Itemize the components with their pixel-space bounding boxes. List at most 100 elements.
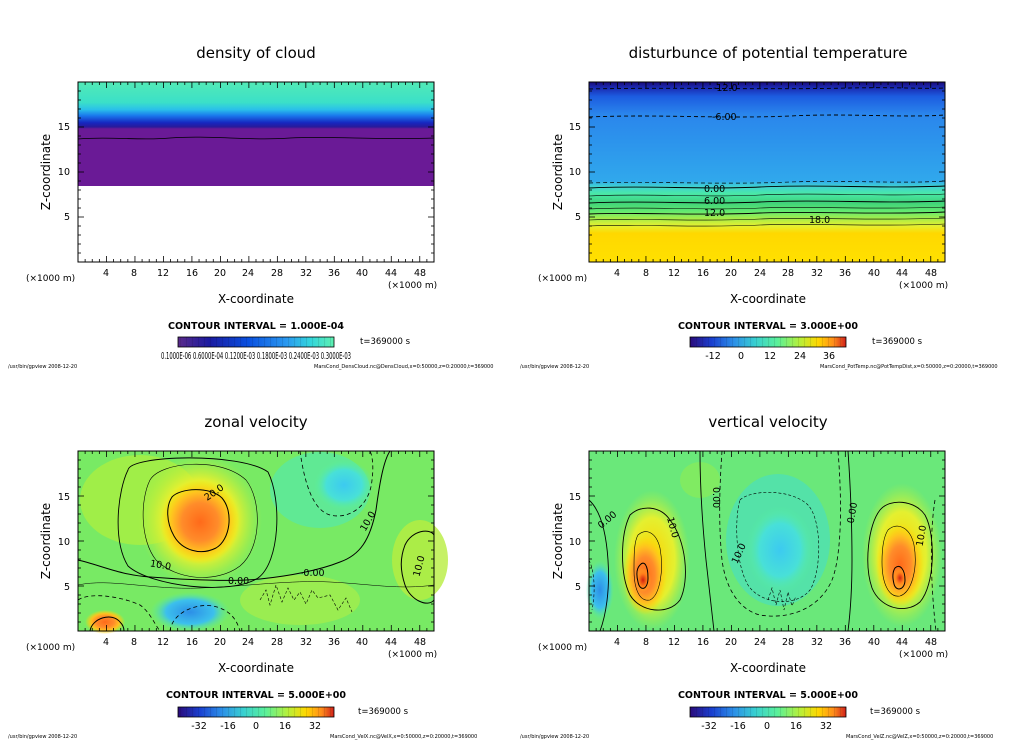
panel-vertical-velocity: vertical velocity bbox=[520, 413, 993, 740]
x-tick-label: 32 bbox=[300, 637, 312, 648]
contour-label: 10.0 bbox=[664, 516, 680, 539]
colorbar: -32 -16 0 16 32 bbox=[689, 706, 847, 732]
panel-potential-temperature: disturbunce of potential temperature -12… bbox=[520, 44, 998, 370]
x-tick-label: 4 bbox=[103, 637, 109, 648]
x-axis: 4 8 12 16 20 24 28 32 36 40 44 48 (×1000… bbox=[103, 268, 437, 306]
colorbar-label: -12 bbox=[705, 351, 721, 362]
contour-interval: CONTOUR INTERVAL = 3.000E+00 bbox=[678, 321, 858, 332]
y-tick-label: 10 bbox=[58, 537, 70, 548]
y-tick-label: 10 bbox=[569, 167, 581, 178]
contour-label: 0.00 bbox=[228, 576, 249, 587]
colorbar-label: 36 bbox=[823, 351, 835, 362]
plot-area bbox=[588, 82, 946, 262]
colorbar-label: -16 bbox=[730, 721, 746, 732]
x-tick-label: 28 bbox=[782, 637, 794, 648]
x-tick-label: 12 bbox=[157, 268, 169, 279]
y-axis: 5 10 15 (×1000 m) Z-coordinate bbox=[538, 492, 587, 653]
x-tick-label: 20 bbox=[214, 268, 226, 279]
y-unit: (×1000 m) bbox=[26, 643, 75, 653]
x-axis: 4 8 12 16 20 24 28 32 36 40 44 48 (×1000… bbox=[614, 637, 948, 675]
x-tick-label: 4 bbox=[614, 268, 620, 279]
colorbar-label: 16 bbox=[790, 721, 802, 732]
y-tick-label: 10 bbox=[569, 537, 581, 548]
x-tick-label: 24 bbox=[242, 268, 254, 279]
x-tick-label: 8 bbox=[131, 637, 137, 648]
chart-title: zonal velocity bbox=[204, 413, 307, 431]
plot-area bbox=[77, 82, 435, 262]
x-axis: 4 8 12 16 20 24 28 32 36 40 44 48 (×1000… bbox=[103, 637, 437, 675]
time-label: t=369000 s bbox=[358, 707, 409, 717]
contour-label: 6.00 bbox=[704, 196, 725, 207]
plot-area bbox=[77, 450, 448, 634]
x-tick-label: 20 bbox=[725, 268, 737, 279]
contour-label: 18.0 bbox=[809, 215, 830, 226]
plot-area bbox=[586, 450, 945, 632]
y-tick-label: 15 bbox=[569, 492, 581, 503]
colorbar-label: 0 bbox=[764, 721, 770, 732]
x-tick-label: 4 bbox=[103, 268, 109, 279]
x-tick-label: 16 bbox=[186, 637, 198, 648]
contour-label: -0.00 bbox=[300, 568, 325, 579]
colorbar-label: 0 bbox=[738, 351, 744, 362]
y-axis-label: Z-coordinate bbox=[551, 134, 565, 210]
y-axis: 5 10 15 (×1000 m) Z-coordinate bbox=[26, 492, 75, 653]
footer-right: MarsCond_PotTemp.nc@PotTempDist,x=0:5000… bbox=[820, 364, 998, 370]
x-tick-label: 48 bbox=[925, 637, 937, 648]
y-tick-label: 10 bbox=[58, 167, 70, 178]
x-axis-label: X-coordinate bbox=[218, 292, 294, 306]
footer-left: /usr/bin/gpview 2008-12-20 bbox=[520, 364, 589, 370]
x-tick-label: 40 bbox=[356, 637, 368, 648]
x-tick-label: 28 bbox=[782, 268, 794, 279]
x-tick-label: 12 bbox=[668, 268, 680, 279]
x-tick-label: 8 bbox=[131, 268, 137, 279]
footer-right: MarsCond_VelZ.nc@VelZ,x=0:50000,z=0:2000… bbox=[846, 734, 993, 740]
x-tick-label: 48 bbox=[925, 268, 937, 279]
x-tick-label: 20 bbox=[725, 637, 737, 648]
x-tick-label: 32 bbox=[300, 268, 312, 279]
y-axis: 5 10 15 (×1000 m) Z-coordinate bbox=[26, 122, 75, 284]
y-axis-label: Z-coordinate bbox=[39, 503, 53, 579]
x-tick-label: 48 bbox=[414, 637, 426, 648]
x-tick-label: 12 bbox=[668, 637, 680, 648]
colorbar-label: -16 bbox=[220, 721, 236, 732]
x-tick-label: 36 bbox=[839, 637, 851, 648]
colorbar: 0.1000E-06 0.6000E-04 0.1200E-03 0.1800E… bbox=[161, 336, 351, 362]
time-label: t=369000 s bbox=[870, 707, 921, 717]
time-label: t=369000 s bbox=[360, 337, 411, 347]
x-axis-label: X-coordinate bbox=[730, 661, 806, 675]
x-tick-label: 24 bbox=[754, 637, 766, 648]
x-tick-label: 48 bbox=[414, 268, 426, 279]
contour-interval: CONTOUR INTERVAL = 5.000E+00 bbox=[678, 690, 858, 701]
contour-interval: CONTOUR INTERVAL = 5.000E+00 bbox=[166, 690, 346, 701]
x-tick-label: 36 bbox=[328, 637, 340, 648]
footer-right: MarsCond_VelX.nc@VelX,x=0:50000,z=0:2000… bbox=[330, 734, 477, 740]
footer-left: /usr/bin/gpview 2008-12-20 bbox=[8, 364, 77, 370]
x-tick-label: 32 bbox=[811, 637, 823, 648]
contour-label: -6.00 bbox=[712, 112, 737, 123]
x-tick-label: 20 bbox=[214, 637, 226, 648]
x-tick-label: 36 bbox=[328, 268, 340, 279]
x-tick-label: 24 bbox=[754, 268, 766, 279]
y-unit: (×1000 m) bbox=[26, 274, 75, 284]
panel-zonal-velocity: zonal velocity 20.0 10.0 1 bbox=[8, 413, 477, 740]
colorbar-label: 24 bbox=[794, 351, 806, 362]
colorbar-label: 16 bbox=[279, 721, 291, 732]
chart-title: disturbunce of potential temperature bbox=[629, 44, 908, 62]
colorbar-label: 32 bbox=[309, 721, 321, 732]
chart-title: density of cloud bbox=[196, 44, 316, 62]
axis-tick-marks bbox=[77, 81, 946, 632]
colorbar-label: -32 bbox=[701, 721, 717, 732]
contour-label: 0.00 bbox=[710, 487, 721, 508]
x-tick-label: 16 bbox=[697, 268, 709, 279]
y-axis: 5 10 15 (×1000 m) Z-coordinate bbox=[538, 122, 587, 284]
x-unit: (×1000 m) bbox=[899, 281, 948, 291]
x-tick-label: 24 bbox=[242, 637, 254, 648]
x-tick-label: 40 bbox=[868, 637, 880, 648]
footer-left: /usr/bin/gpview 2008-12-20 bbox=[8, 734, 77, 740]
x-tick-label: 32 bbox=[811, 268, 823, 279]
x-axis-label: X-coordinate bbox=[218, 661, 294, 675]
y-unit: (×1000 m) bbox=[538, 643, 587, 653]
y-tick-label: 15 bbox=[569, 122, 581, 133]
colorbar-label: -32 bbox=[191, 721, 207, 732]
contour-label: 12.0 bbox=[704, 208, 725, 219]
